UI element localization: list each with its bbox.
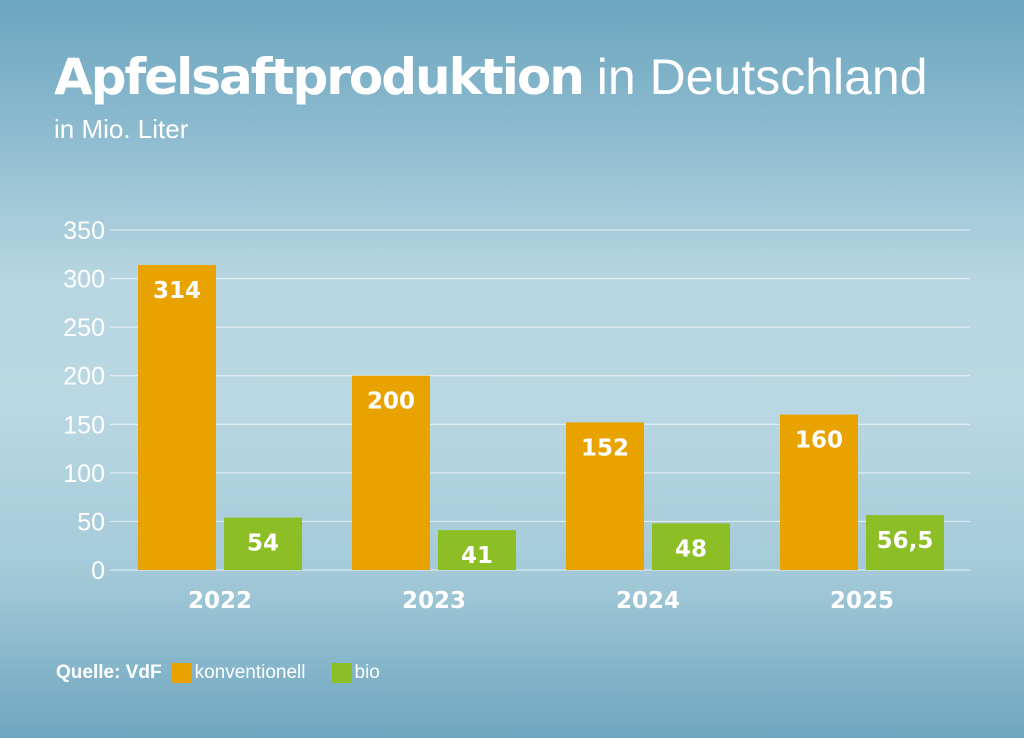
title-bold: Apfelsaftproduktion	[54, 48, 585, 106]
data-label: 48	[675, 536, 707, 562]
chart-subtitle: in Mio. Liter	[54, 114, 189, 144]
y-tick-label: 0	[91, 557, 105, 585]
legend-swatch-konventionell	[171, 663, 192, 683]
data-label: 152	[581, 435, 629, 461]
data-label: 314	[153, 278, 201, 304]
legend: Quelle: VdF konventionell bio	[56, 662, 406, 684]
legend-item-konventionell: konventionell	[171, 662, 306, 684]
x-tick-label: 2022	[188, 588, 252, 614]
y-tick-label: 250	[63, 314, 105, 342]
legend-swatch-bio	[331, 663, 352, 683]
source-label: Quelle: VdF	[56, 662, 162, 683]
y-tick-label: 200	[63, 363, 105, 391]
data-label: 54	[247, 531, 279, 557]
bar-bio-2025	[866, 515, 944, 570]
y-tick-label: 50	[77, 508, 105, 536]
bar-konventionell-2024	[566, 422, 644, 570]
y-tick-label: 150	[63, 411, 105, 439]
bar-konventionell-2022	[138, 264, 216, 570]
bar-konventionell-2023	[352, 375, 430, 570]
bar-bio-2024	[652, 523, 730, 570]
bar-konventionell-2025	[780, 414, 858, 570]
x-tick-label: 2024	[616, 588, 680, 614]
title-light: in Deutschland	[582, 49, 928, 105]
data-label: 160	[795, 428, 843, 454]
legend-label: bio	[354, 662, 380, 683]
legend-item-bio: bio	[331, 662, 380, 684]
y-tick-label: 350	[63, 217, 105, 245]
legend-label: konventionell	[194, 662, 306, 683]
y-tick-label: 300	[63, 266, 105, 294]
x-tick-label: 2025	[830, 588, 894, 614]
bar-bio-2022	[224, 517, 302, 570]
x-tick-label: 2023	[402, 588, 466, 614]
data-label: 41	[461, 543, 493, 569]
bar-bio-2023	[438, 530, 516, 570]
data-label: 56,5	[877, 528, 934, 554]
chart-title: Apfelsaftproduktion in Deutschland	[54, 48, 928, 106]
data-label: 200	[367, 389, 415, 415]
y-tick-label: 100	[63, 460, 105, 488]
